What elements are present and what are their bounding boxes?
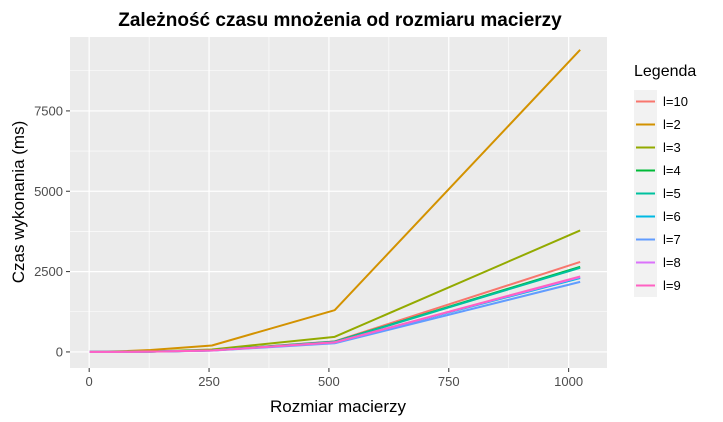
legend-label: l=6 bbox=[663, 209, 681, 224]
legend-label: l=2 bbox=[663, 117, 681, 132]
legend-label: l=10 bbox=[663, 94, 688, 109]
legend: Legenda l=10 l=2 l=3 l=4 l=5 l=6 l=7 l=8 l=9 bbox=[634, 63, 696, 297]
legend-item-l=3: l=3 bbox=[634, 136, 681, 159]
x-tick-label: 750 bbox=[438, 374, 460, 389]
grid-minor bbox=[70, 37, 607, 368]
legend-item-l=2: l=2 bbox=[634, 113, 681, 136]
x-tick-label: 0 bbox=[86, 374, 93, 389]
x-tick-label: 500 bbox=[318, 374, 340, 389]
legend-item-l=8: l=8 bbox=[634, 251, 681, 274]
y-tick-label: 7500 bbox=[34, 103, 63, 118]
chart-title: Zależność czasu mnożenia od rozmiaru mac… bbox=[118, 10, 562, 31]
y-axis-title: Czas wykonania (ms) bbox=[9, 121, 28, 284]
legend-label: l=9 bbox=[663, 278, 681, 293]
x-axis: 0 250 500 750 1000 bbox=[86, 368, 583, 389]
legend-label: l=4 bbox=[663, 163, 681, 178]
y-axis: 0 2500 5000 7500 bbox=[34, 103, 70, 359]
y-tick-label: 0 bbox=[56, 344, 63, 359]
legend-title: Legenda bbox=[634, 63, 696, 80]
x-axis-title: Rozmiar macierzy bbox=[270, 397, 407, 416]
legend-label: l=5 bbox=[663, 186, 681, 201]
legend-label: l=3 bbox=[663, 140, 681, 155]
legend-item-l=10: l=10 bbox=[634, 90, 688, 113]
legend-label: l=7 bbox=[663, 232, 681, 247]
series-lines bbox=[89, 49, 581, 353]
plot-panel bbox=[70, 37, 607, 368]
legend-item-l=6: l=6 bbox=[634, 205, 681, 228]
x-tick-label: 250 bbox=[198, 374, 220, 389]
x-tick-label: 1000 bbox=[554, 374, 583, 389]
y-tick-label: 5000 bbox=[34, 184, 63, 199]
legend-item-l=4: l=4 bbox=[634, 159, 681, 182]
legend-label: l=8 bbox=[663, 255, 681, 270]
series-line-l=9 bbox=[89, 275, 581, 353]
legend-item-l=9: l=9 bbox=[634, 274, 681, 297]
legend-item-l=7: l=7 bbox=[634, 228, 681, 251]
legend-item-l=5: l=5 bbox=[634, 182, 681, 205]
y-tick-label: 2500 bbox=[34, 264, 63, 279]
